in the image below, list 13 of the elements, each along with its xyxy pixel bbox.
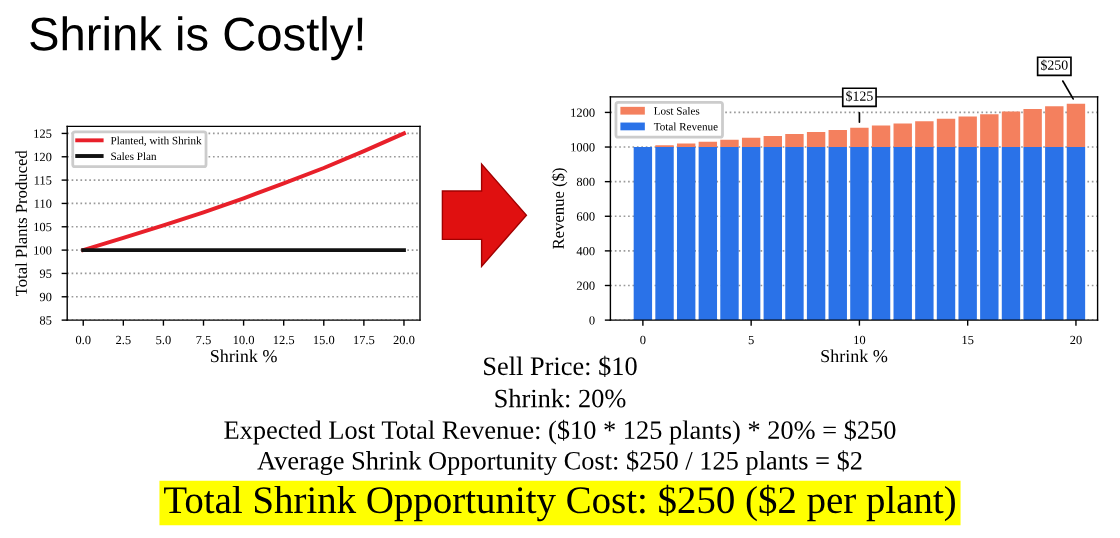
line-series: [81, 131, 406, 253]
text: Average Shrink Opportunity Cost: $250 / 125 plants = $2: [257, 450, 862, 476]
bar: [1066, 147, 1086, 321]
text: Total Shrink Opportunity Cost: $250 ($2 per plant): [164, 484, 955, 522]
y-axis-title: Total Plants Produced: [15, 150, 28, 296]
y-axis-title: Revenue ($): [551, 168, 568, 249]
text: Sell Price: $10: [484, 355, 637, 377]
chart-title: Shrink is Costly!: [30, 16, 363, 61]
bar: [1066, 103, 1086, 148]
text: Shrink: 20%: [495, 388, 626, 408]
x-axis-title: Shrink %: [821, 349, 888, 363]
text: Expected Lost Total Revenue: ($10 * 125 plants) * 20% = $250: [224, 419, 896, 445]
x-axis-title: Shrink %: [210, 349, 277, 363]
